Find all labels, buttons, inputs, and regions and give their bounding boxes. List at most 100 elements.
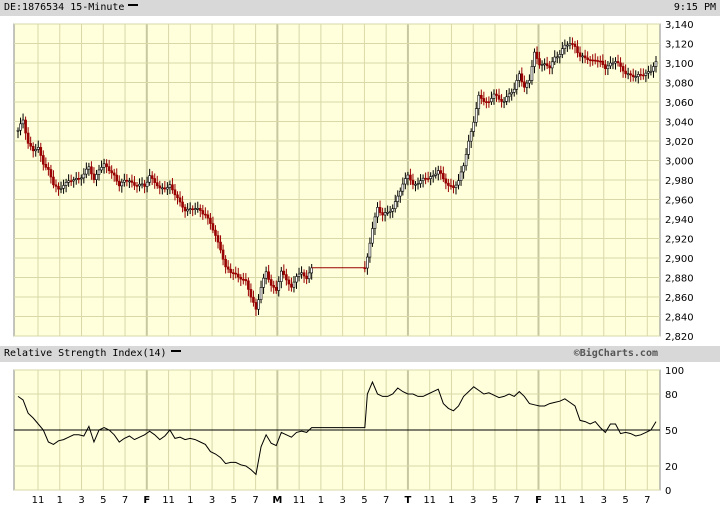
candle-body <box>406 174 410 179</box>
candle-body <box>517 73 521 81</box>
rsi-legend-line <box>170 350 181 352</box>
candle-body <box>383 212 387 216</box>
x-tick-label: 7 <box>644 495 650 506</box>
candle-body <box>79 177 83 180</box>
candle-body <box>254 302 258 310</box>
candle-body <box>436 170 440 175</box>
candle-body <box>573 43 577 47</box>
candle-body <box>654 61 658 67</box>
candle-body <box>21 119 25 125</box>
candle-body <box>421 177 425 182</box>
candle-body <box>454 184 458 188</box>
candle-body <box>150 175 154 179</box>
x-tick-label: F <box>535 495 542 506</box>
candle-body <box>376 207 379 218</box>
candle-body <box>287 279 291 285</box>
candle-body <box>105 163 108 167</box>
candle-body <box>280 270 283 282</box>
candle-body <box>229 268 232 273</box>
candle-body <box>409 174 412 181</box>
candle-body <box>282 270 286 275</box>
candle-body <box>252 296 255 303</box>
rsi-y-tick-label: 0 <box>665 486 671 497</box>
candle-body <box>510 92 513 95</box>
candle-body <box>604 64 607 70</box>
candle-body <box>631 74 635 78</box>
x-tick-label: 7 <box>383 495 389 506</box>
x-tick-label: 11 <box>32 495 45 506</box>
candle-body <box>196 208 200 210</box>
candle-body <box>495 93 498 96</box>
price-y-tick-label: 2,820 <box>665 332 694 343</box>
candle-body <box>452 185 455 188</box>
candle-body <box>16 129 20 132</box>
candle-body <box>153 178 157 183</box>
candle-body <box>168 184 172 188</box>
candle-body <box>507 93 511 98</box>
candle-body <box>591 59 595 62</box>
candle-body <box>457 180 460 186</box>
price-y-tick-label: 2,880 <box>665 274 694 285</box>
x-tick-label: 1 <box>318 495 324 506</box>
candle-body <box>274 287 278 291</box>
candle-body <box>571 43 574 45</box>
candle-body <box>77 178 81 180</box>
candle-body <box>609 62 612 67</box>
price-y-tick-label: 2,840 <box>665 313 694 324</box>
candle-body <box>497 95 501 100</box>
candle-body <box>82 173 86 179</box>
candle-body <box>125 179 129 182</box>
candle-body <box>272 285 276 288</box>
candle-body <box>158 185 162 189</box>
price-y-tick-label: 3,140 <box>665 20 694 31</box>
candle-body <box>368 242 372 258</box>
candle-body <box>545 63 549 67</box>
candle-body <box>62 185 65 189</box>
candle-body <box>490 98 493 103</box>
candle-body <box>295 276 298 283</box>
price-y-tick-label: 3,100 <box>665 59 694 70</box>
x-tick-label: 5 <box>361 495 367 506</box>
candle-body <box>209 217 212 224</box>
candle-body <box>224 258 227 268</box>
candle-body <box>386 212 389 214</box>
candle-body <box>404 178 407 185</box>
candle-body <box>553 56 557 63</box>
x-tick-label: 3 <box>470 495 476 506</box>
price-y-tick-label: 2,980 <box>665 176 694 187</box>
candle-body <box>624 70 627 75</box>
candle-body <box>583 55 587 59</box>
price-y-tick-label: 3,060 <box>665 98 694 109</box>
candle-body <box>642 74 645 77</box>
candle-body <box>31 145 35 152</box>
candle-body <box>639 74 643 76</box>
candle-body <box>366 256 369 269</box>
price-y-tick-label: 2,860 <box>665 293 694 304</box>
candle-body <box>601 60 605 65</box>
candle-body <box>49 169 53 178</box>
candle-body <box>74 178 78 181</box>
candle-body <box>611 62 615 65</box>
candle-body <box>530 66 534 81</box>
price-y-tick-label: 3,040 <box>665 118 694 129</box>
candle-body <box>302 272 306 277</box>
candle-body <box>401 183 405 192</box>
price-y-tick-label: 3,080 <box>665 79 694 90</box>
x-tick-label: 3 <box>78 495 84 506</box>
rsi-y-tick-label: 100 <box>665 366 684 377</box>
candle-body <box>115 174 119 182</box>
candle-body <box>163 187 167 190</box>
candle-body <box>512 88 516 93</box>
candle-body <box>219 241 222 251</box>
candle-body <box>54 184 58 187</box>
candle-body <box>44 163 48 168</box>
candle-body <box>414 183 417 186</box>
candle-body <box>29 143 32 147</box>
candle-body <box>148 175 151 183</box>
candle-body <box>533 51 536 67</box>
candle-body <box>90 166 93 175</box>
candle-body <box>426 178 430 180</box>
rsi-y-tick-label: 20 <box>665 462 678 473</box>
candle-body <box>525 82 529 88</box>
candle-body <box>459 171 463 181</box>
